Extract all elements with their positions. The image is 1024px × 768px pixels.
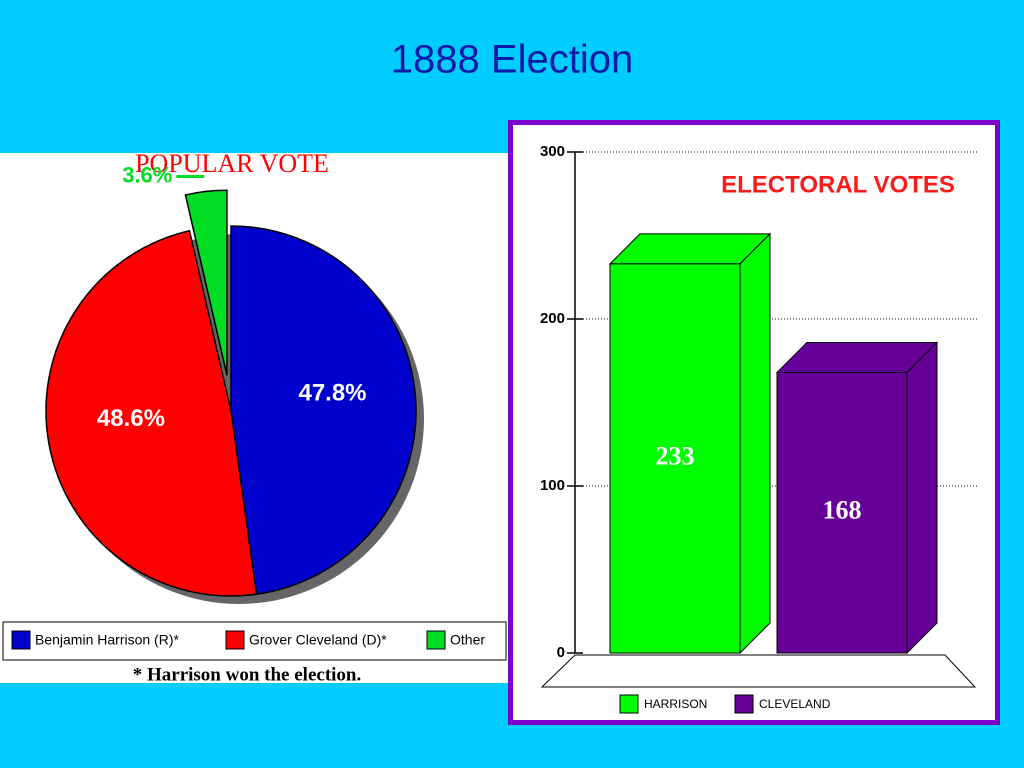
bar-side — [739, 232, 771, 655]
legend-swatch — [619, 694, 639, 714]
data-label: 168 — [823, 496, 862, 525]
legend-swatch — [11, 630, 31, 650]
data-label: 3.6% — [122, 162, 172, 187]
legend-swatch — [734, 694, 754, 714]
bar-title: ELECTORAL VOTES — [721, 171, 955, 198]
legend-label: Benjamin Harrison (R)* — [35, 632, 179, 648]
data-label: 233 — [656, 441, 695, 470]
legend-label: CLEVELAND — [759, 697, 831, 711]
legend-swatch — [225, 630, 245, 650]
bar-side — [906, 341, 938, 655]
slide-title: 1888 Election — [391, 38, 633, 82]
y-tick-label: 200 — [540, 310, 565, 327]
pie-legend-box — [2, 621, 507, 661]
pie-slice — [184, 189, 228, 376]
y-tick-label: 300 — [540, 143, 565, 160]
bar — [609, 263, 741, 654]
legend-label: HARRISON — [644, 697, 707, 711]
data-label: 48.6% — [97, 405, 165, 432]
data-label: 47.8% — [298, 379, 366, 406]
footnote: * Harrison won the election. — [133, 664, 362, 685]
y-tick-label: 0 — [557, 644, 565, 661]
legend-label: Grover Cleveland (D)* — [249, 632, 387, 648]
floor — [540, 654, 977, 688]
legend-swatch — [426, 630, 446, 650]
pie-slice — [230, 225, 417, 596]
y-tick-label: 100 — [540, 477, 565, 494]
bar — [776, 371, 908, 654]
pie-title: POPULAR VOTE — [135, 149, 329, 178]
pie-slice — [45, 229, 258, 597]
legend-label: Other — [450, 632, 485, 648]
